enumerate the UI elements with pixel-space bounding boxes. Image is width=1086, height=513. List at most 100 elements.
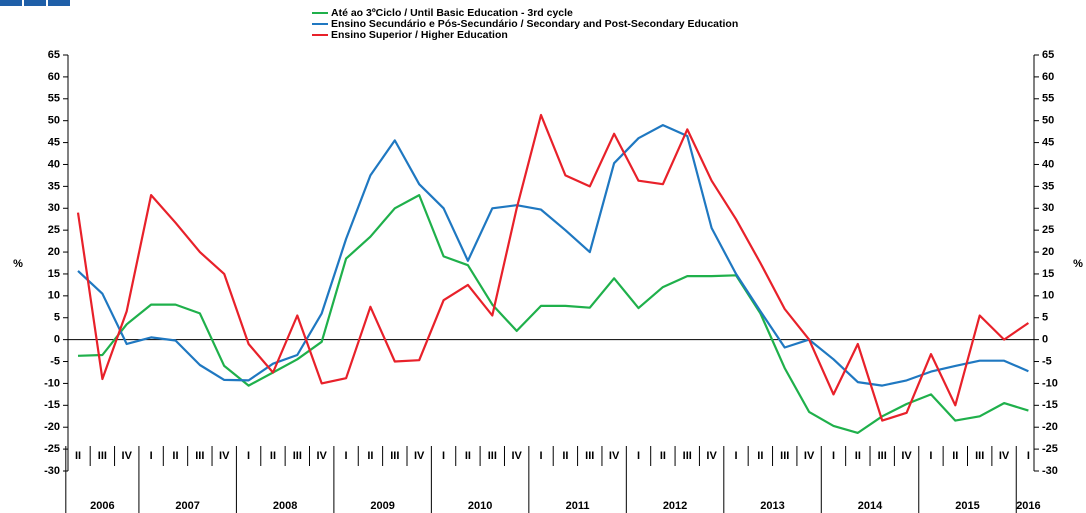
x-tick-label: I <box>247 450 250 462</box>
series-line <box>77 194 1029 434</box>
x-tick-label: III <box>195 450 204 462</box>
logo <box>0 0 22 6</box>
x-tick-label: III <box>878 450 887 462</box>
x-tick-label: III <box>975 450 984 462</box>
x-tick-label: IV <box>999 450 1010 462</box>
year-label: 2009 <box>370 500 394 512</box>
year-label: 2006 <box>90 500 114 512</box>
series-line <box>77 124 1029 387</box>
y-tick-label: 10 <box>48 290 60 302</box>
x-tick-label: I <box>832 450 835 462</box>
y-tick-label: 20 <box>48 246 60 258</box>
x-tick-label: II <box>75 450 81 462</box>
y-tick-label: 50 <box>48 115 60 127</box>
y2-tick-label: 45 <box>1042 136 1054 148</box>
y2-tick-label: -20 <box>1042 421 1058 433</box>
y-tick-label: -10 <box>44 377 60 389</box>
year-label: 2013 <box>760 500 784 512</box>
x-tick-label: III <box>390 450 399 462</box>
y-tick-label: 40 <box>48 158 60 170</box>
x-tick-label: I <box>637 450 640 462</box>
y-tick-label: 30 <box>48 202 60 214</box>
year-label: 2014 <box>858 500 883 512</box>
y-tick-label: 5 <box>54 312 60 324</box>
year-label: 2011 <box>566 500 590 512</box>
y2-tick-label: 15 <box>1042 268 1054 280</box>
y-axis-label: % <box>13 258 23 270</box>
y-tick-label: 15 <box>48 268 60 280</box>
y-tick-label: 45 <box>48 136 60 148</box>
y2-tick-label: 55 <box>1042 93 1054 105</box>
y2-tick-label: 60 <box>1042 71 1054 83</box>
x-tick-label: IV <box>219 450 230 462</box>
y2-tick-label: 30 <box>1042 202 1054 214</box>
y-tick-label: 0 <box>54 334 60 346</box>
x-tick-label: II <box>952 450 958 462</box>
x-tick-label: II <box>660 450 666 462</box>
y2-tick-label: 5 <box>1042 312 1048 324</box>
year-label: 2010 <box>468 500 492 512</box>
x-tick-label: IV <box>511 450 522 462</box>
y2-tick-label: 65 <box>1042 49 1054 61</box>
x-tick-label: I <box>929 450 932 462</box>
year-label: 2007 <box>175 500 199 512</box>
x-tick-label: II <box>367 450 373 462</box>
x-tick-label: III <box>780 450 789 462</box>
y2-tick-label: -30 <box>1042 465 1058 477</box>
x-tick-label: II <box>855 450 861 462</box>
y-tick-label: -25 <box>44 443 60 455</box>
x-tick-label: III <box>488 450 497 462</box>
x-tick-label: I <box>345 450 348 462</box>
year-label: 2012 <box>663 500 687 512</box>
legend-label: Ensino Superior / Higher Education <box>331 29 508 41</box>
logo <box>48 0 70 6</box>
series-line <box>76 113 1030 422</box>
legend-label: Ensino Secundário e Pós-Secundário / Sec… <box>331 18 738 30</box>
x-tick-label: II <box>757 450 763 462</box>
y2-tick-label: 40 <box>1042 158 1054 170</box>
y-tick-label: 35 <box>48 180 60 192</box>
x-tick-label: II <box>270 450 276 462</box>
x-tick-label: I <box>539 450 542 462</box>
y-tick-label: 25 <box>48 224 60 236</box>
y-tick-label: -20 <box>44 421 60 433</box>
x-tick-label: IV <box>901 450 912 462</box>
x-tick-label: III <box>683 450 692 462</box>
y2-axis-label: % <box>1073 258 1083 270</box>
y2-tick-label: 0 <box>1042 334 1048 346</box>
x-tick-label: IV <box>609 450 620 462</box>
x-tick-label: IV <box>316 450 327 462</box>
y2-tick-label: 25 <box>1042 224 1054 236</box>
x-tick-label: IV <box>122 450 133 462</box>
y2-tick-label: 10 <box>1042 290 1054 302</box>
x-tick-label: IV <box>804 450 815 462</box>
x-tick-label: I <box>442 450 445 462</box>
x-tick-label: III <box>585 450 594 462</box>
x-tick-label: III <box>98 450 107 462</box>
y-tick-label: -30 <box>44 465 60 477</box>
y-tick-label: -15 <box>44 399 60 411</box>
x-tick-label: IV <box>706 450 717 462</box>
legend-label: Até ao 3ºCiclo / Until Basic Education -… <box>331 7 573 19</box>
year-label: 2016 <box>1016 500 1040 512</box>
y2-tick-label: 35 <box>1042 180 1054 192</box>
x-tick-label: I <box>734 450 737 462</box>
y2-tick-label: 50 <box>1042 115 1054 127</box>
y-tick-label: -5 <box>50 355 60 367</box>
x-tick-label: IV <box>414 450 425 462</box>
x-tick-label: II <box>172 450 178 462</box>
x-tick-label: III <box>293 450 302 462</box>
year-label: 2008 <box>273 500 297 512</box>
y-tick-label: 60 <box>48 71 60 83</box>
x-tick-label: I <box>150 450 153 462</box>
x-tick-label: I <box>1027 450 1030 462</box>
year-label: 2015 <box>955 500 979 512</box>
y2-tick-label: -5 <box>1042 355 1052 367</box>
y2-tick-label: -25 <box>1042 443 1058 455</box>
y2-tick-label: 20 <box>1042 246 1054 258</box>
x-tick-label: II <box>465 450 471 462</box>
y-tick-label: 55 <box>48 93 60 105</box>
y2-tick-label: -15 <box>1042 399 1058 411</box>
x-tick-label: II <box>562 450 568 462</box>
